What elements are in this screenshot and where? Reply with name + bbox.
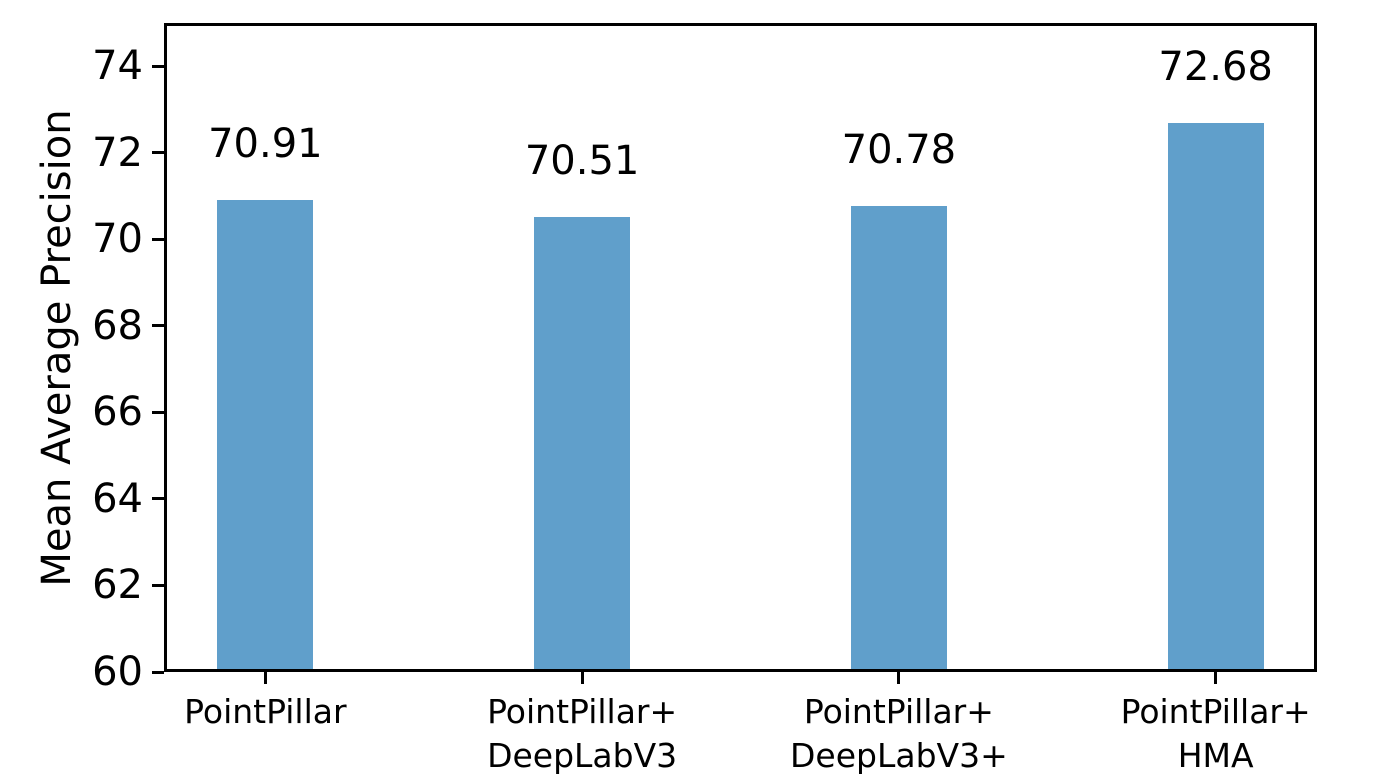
y-axis-label: Mean Average Precision bbox=[34, 109, 80, 587]
bar-value-label: 72.68 bbox=[1158, 44, 1273, 91]
y-tick-label: 74 bbox=[92, 43, 143, 90]
x-tick-label: PointPillar bbox=[184, 692, 347, 731]
x-tick-mark bbox=[1214, 672, 1218, 684]
y-tick-label: 60 bbox=[92, 649, 143, 695]
bar bbox=[534, 217, 631, 672]
bar-value-label: 70.91 bbox=[208, 120, 323, 167]
x-tick-label: PointPillar+ DeepLabV3+ bbox=[790, 692, 1008, 775]
plot-area bbox=[164, 23, 1317, 672]
y-tick-label: 68 bbox=[92, 302, 143, 349]
y-tick-label: 66 bbox=[92, 389, 143, 436]
y-tick-label: 62 bbox=[92, 562, 143, 609]
bar bbox=[850, 205, 947, 672]
x-tick-label: PointPillar+ DeepLabV3 bbox=[487, 692, 678, 775]
x-tick-mark bbox=[580, 672, 584, 684]
y-tick-mark bbox=[152, 410, 164, 414]
y-tick-label: 64 bbox=[92, 475, 143, 522]
x-tick-mark bbox=[897, 672, 901, 684]
y-tick-mark bbox=[152, 670, 164, 674]
x-tick-label: PointPillar+ HMA bbox=[1120, 692, 1311, 775]
y-tick-mark bbox=[152, 64, 164, 68]
x-tick-mark bbox=[263, 672, 267, 684]
y-tick-mark bbox=[152, 151, 164, 155]
bar-value-label: 70.51 bbox=[524, 138, 640, 185]
y-tick-mark bbox=[152, 324, 164, 328]
y-tick-label: 70 bbox=[92, 216, 143, 263]
y-tick-mark bbox=[152, 497, 164, 501]
bar bbox=[1167, 123, 1264, 672]
y-tick-mark bbox=[152, 237, 164, 241]
bar-value-label: 70.78 bbox=[841, 126, 957, 173]
bar bbox=[217, 199, 314, 672]
y-tick-label: 72 bbox=[92, 129, 143, 176]
y-tick-mark bbox=[152, 583, 164, 587]
